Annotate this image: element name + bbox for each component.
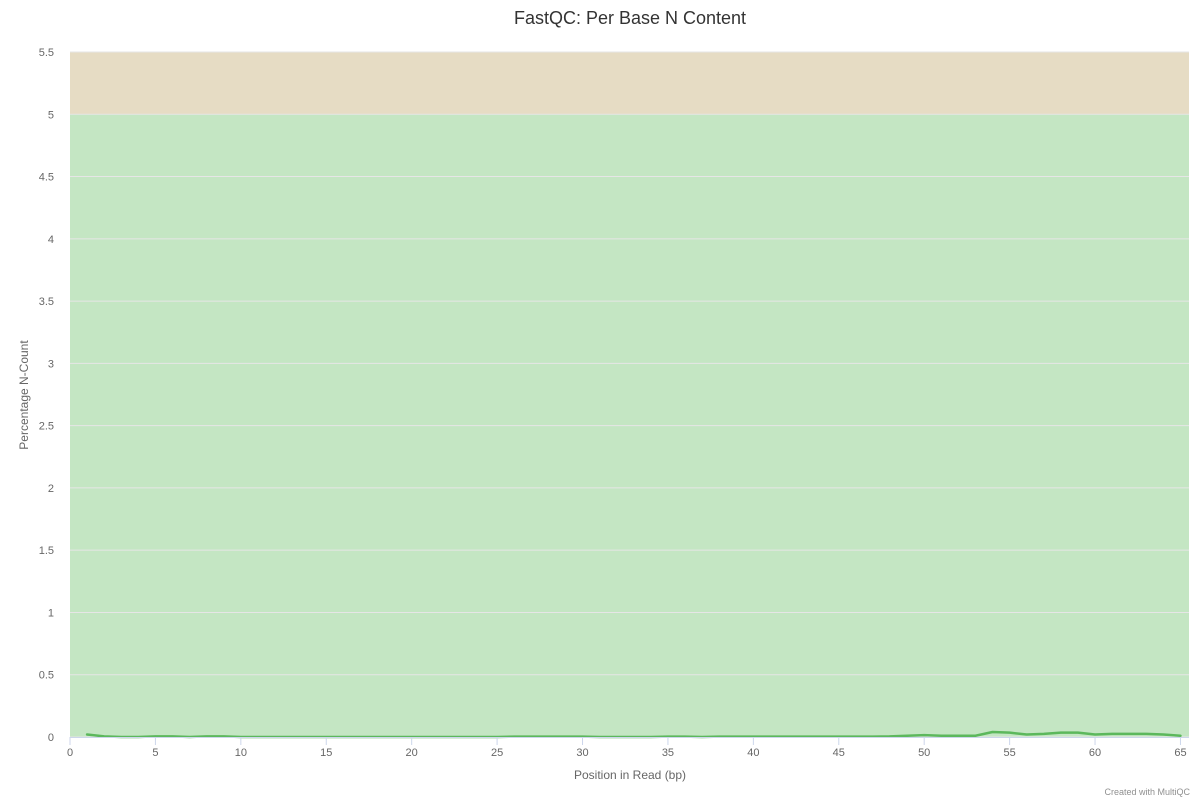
x-tick-label: 50 bbox=[918, 747, 930, 759]
x-tick-label: 0 bbox=[67, 747, 73, 759]
y-axis: 0 0.5 1 1.5 2 2.5 3 3.5 4 4.5 5 5.5 bbox=[39, 47, 54, 744]
y-tick-label: 3 bbox=[48, 358, 54, 370]
x-tick-label: 15 bbox=[320, 747, 332, 759]
x-tick-label: 10 bbox=[235, 747, 247, 759]
x-tick-label: 25 bbox=[491, 747, 503, 759]
y-tick-label: 1.5 bbox=[39, 545, 54, 557]
plot-bands bbox=[70, 52, 1189, 738]
x-tick-label: 40 bbox=[747, 747, 759, 759]
y-tick-label: 5 bbox=[48, 109, 54, 121]
y-tick-label: 4 bbox=[48, 234, 54, 246]
y-tick-label: 2 bbox=[48, 483, 54, 495]
x-tick-label: 45 bbox=[833, 747, 845, 759]
x-tick-label: 5 bbox=[152, 747, 158, 759]
y-tick-label: 4.5 bbox=[39, 172, 54, 184]
x-axis: 0 5 10 15 20 25 30 35 40 45 50 55 60 65 bbox=[67, 737, 1189, 759]
y-tick-label: 2.5 bbox=[39, 421, 54, 433]
plot-band-warn bbox=[70, 52, 1189, 115]
credit-text: Created with MultiQC bbox=[1104, 787, 1190, 797]
y-tick-label: 3.5 bbox=[39, 296, 54, 308]
chart-title: FastQC: Per Base N Content bbox=[514, 8, 746, 28]
x-tick-label: 30 bbox=[576, 747, 588, 759]
y-tick-label: 5.5 bbox=[39, 47, 54, 59]
x-tick-label: 20 bbox=[406, 747, 418, 759]
grid-lines bbox=[70, 51, 1189, 738]
x-tick-label: 60 bbox=[1089, 747, 1101, 759]
y-axis-title: Percentage N-Count bbox=[17, 340, 31, 450]
y-tick-label: 1 bbox=[48, 607, 54, 619]
y-tick-label: 0 bbox=[48, 732, 54, 744]
y-tick-label: 0.5 bbox=[39, 670, 54, 682]
x-tick-label: 55 bbox=[1003, 747, 1015, 759]
x-tick-label: 35 bbox=[662, 747, 674, 759]
x-axis-title: Position in Read (bp) bbox=[574, 768, 686, 782]
x-tick-label: 65 bbox=[1174, 747, 1186, 759]
